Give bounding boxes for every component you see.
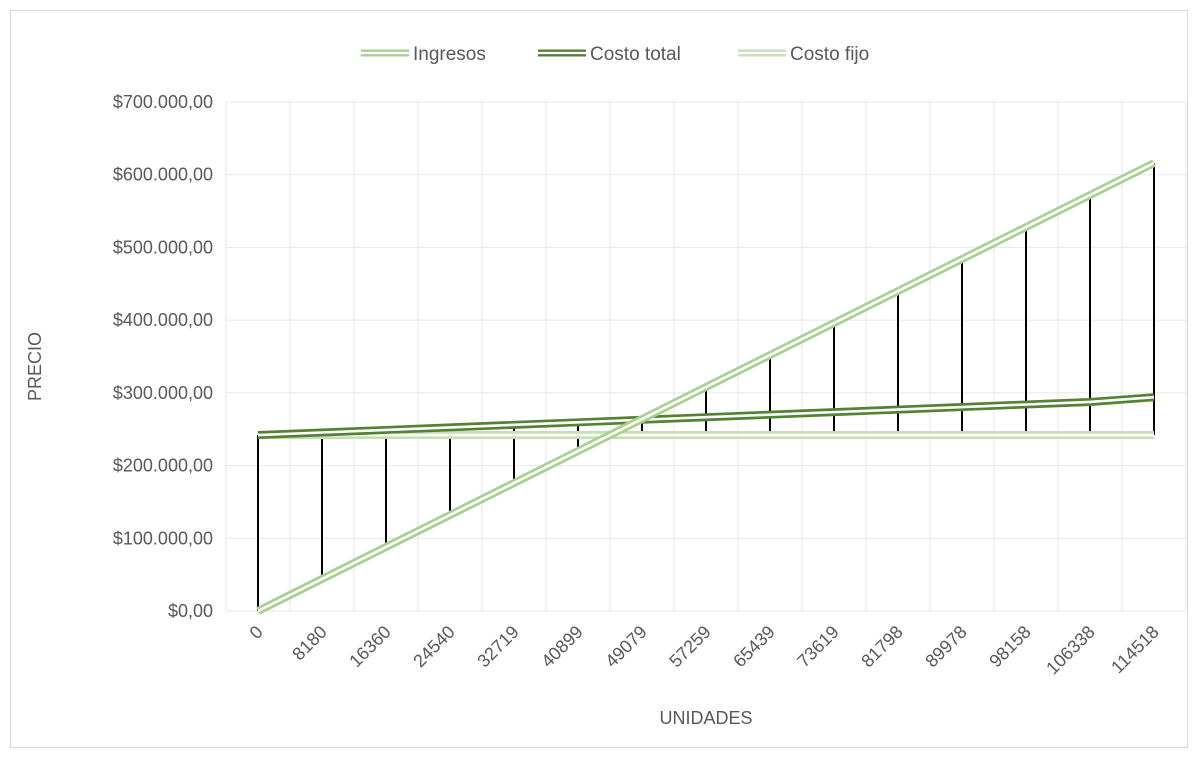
legend-label: Costo total bbox=[590, 44, 681, 65]
legend-item: Costo fijo bbox=[738, 44, 869, 65]
y-tick-label: $300.000,00 bbox=[113, 383, 213, 403]
legend-label: Costo fijo bbox=[790, 44, 869, 65]
y-tick-label: $400.000,00 bbox=[113, 310, 213, 330]
legend-item: Ingresos bbox=[361, 44, 486, 65]
series-line-gap bbox=[257, 161, 1155, 613]
legend-item: Costo total bbox=[538, 44, 681, 65]
x-tick-label: 89978 bbox=[921, 622, 971, 672]
y-tick-label: $600.000,00 bbox=[113, 165, 213, 185]
x-tick-label: 49079 bbox=[601, 622, 651, 672]
x-tick-label: 106338 bbox=[1042, 622, 1099, 679]
series-costo-total bbox=[257, 393, 1155, 440]
legend: Ingresos Costo total Costo fijo bbox=[361, 44, 869, 65]
y-tick-label: $200.000,00 bbox=[113, 456, 213, 476]
series-lines bbox=[256, 159, 1156, 615]
x-tick-label: 8180 bbox=[288, 622, 330, 664]
x-tick-label: 114518 bbox=[1107, 622, 1163, 678]
x-tick-label: 57259 bbox=[665, 622, 715, 672]
x-tick-label: 73619 bbox=[793, 622, 843, 672]
y-axis: $0,00 $100.000,00 $200.000,00 $300.000,00 $4… bbox=[113, 92, 213, 621]
series-ingresos bbox=[256, 159, 1156, 615]
legend-label: Ingresos bbox=[413, 44, 486, 65]
series-line-gap bbox=[257, 395, 1155, 437]
x-tick-label: 32719 bbox=[473, 622, 523, 672]
x-axis-title: UNIDADES bbox=[659, 708, 752, 728]
x-axis: 0 8180 16360 24540 32719 40899 49079 57259 65439… bbox=[246, 622, 1163, 679]
gridlines bbox=[225, 101, 1187, 612]
y-tick-label: $100.000,00 bbox=[113, 528, 213, 548]
x-tick-label: 16360 bbox=[345, 622, 395, 672]
y-tick-label: $500.000,00 bbox=[113, 237, 213, 257]
x-tick-label: 81798 bbox=[857, 622, 907, 672]
x-tick-label: 65439 bbox=[729, 622, 779, 672]
chart-area: Ingresos Costo total Costo fijo $0,00 $100.… bbox=[10, 10, 1188, 748]
y-axis-title: PRECIO bbox=[25, 332, 45, 401]
x-tick-label: 98158 bbox=[985, 622, 1035, 672]
x-tick-label: 0 bbox=[246, 622, 267, 643]
y-tick-label: $0,00 bbox=[168, 601, 213, 621]
chart-svg: Ingresos Costo total Costo fijo $0,00 $100.… bbox=[25, 44, 1187, 728]
x-tick-label: 40899 bbox=[537, 622, 587, 672]
y-tick-label: $700.000,00 bbox=[113, 92, 213, 112]
x-tick-label: 24540 bbox=[409, 622, 459, 672]
